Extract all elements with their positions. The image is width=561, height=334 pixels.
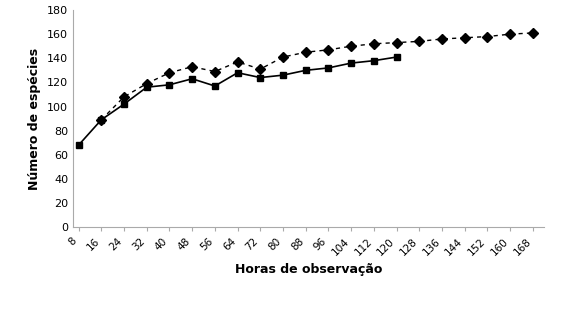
Y-axis label: Número de espécies: Número de espécies — [29, 47, 42, 190]
X-axis label: Horas de observação: Horas de observação — [235, 263, 382, 276]
